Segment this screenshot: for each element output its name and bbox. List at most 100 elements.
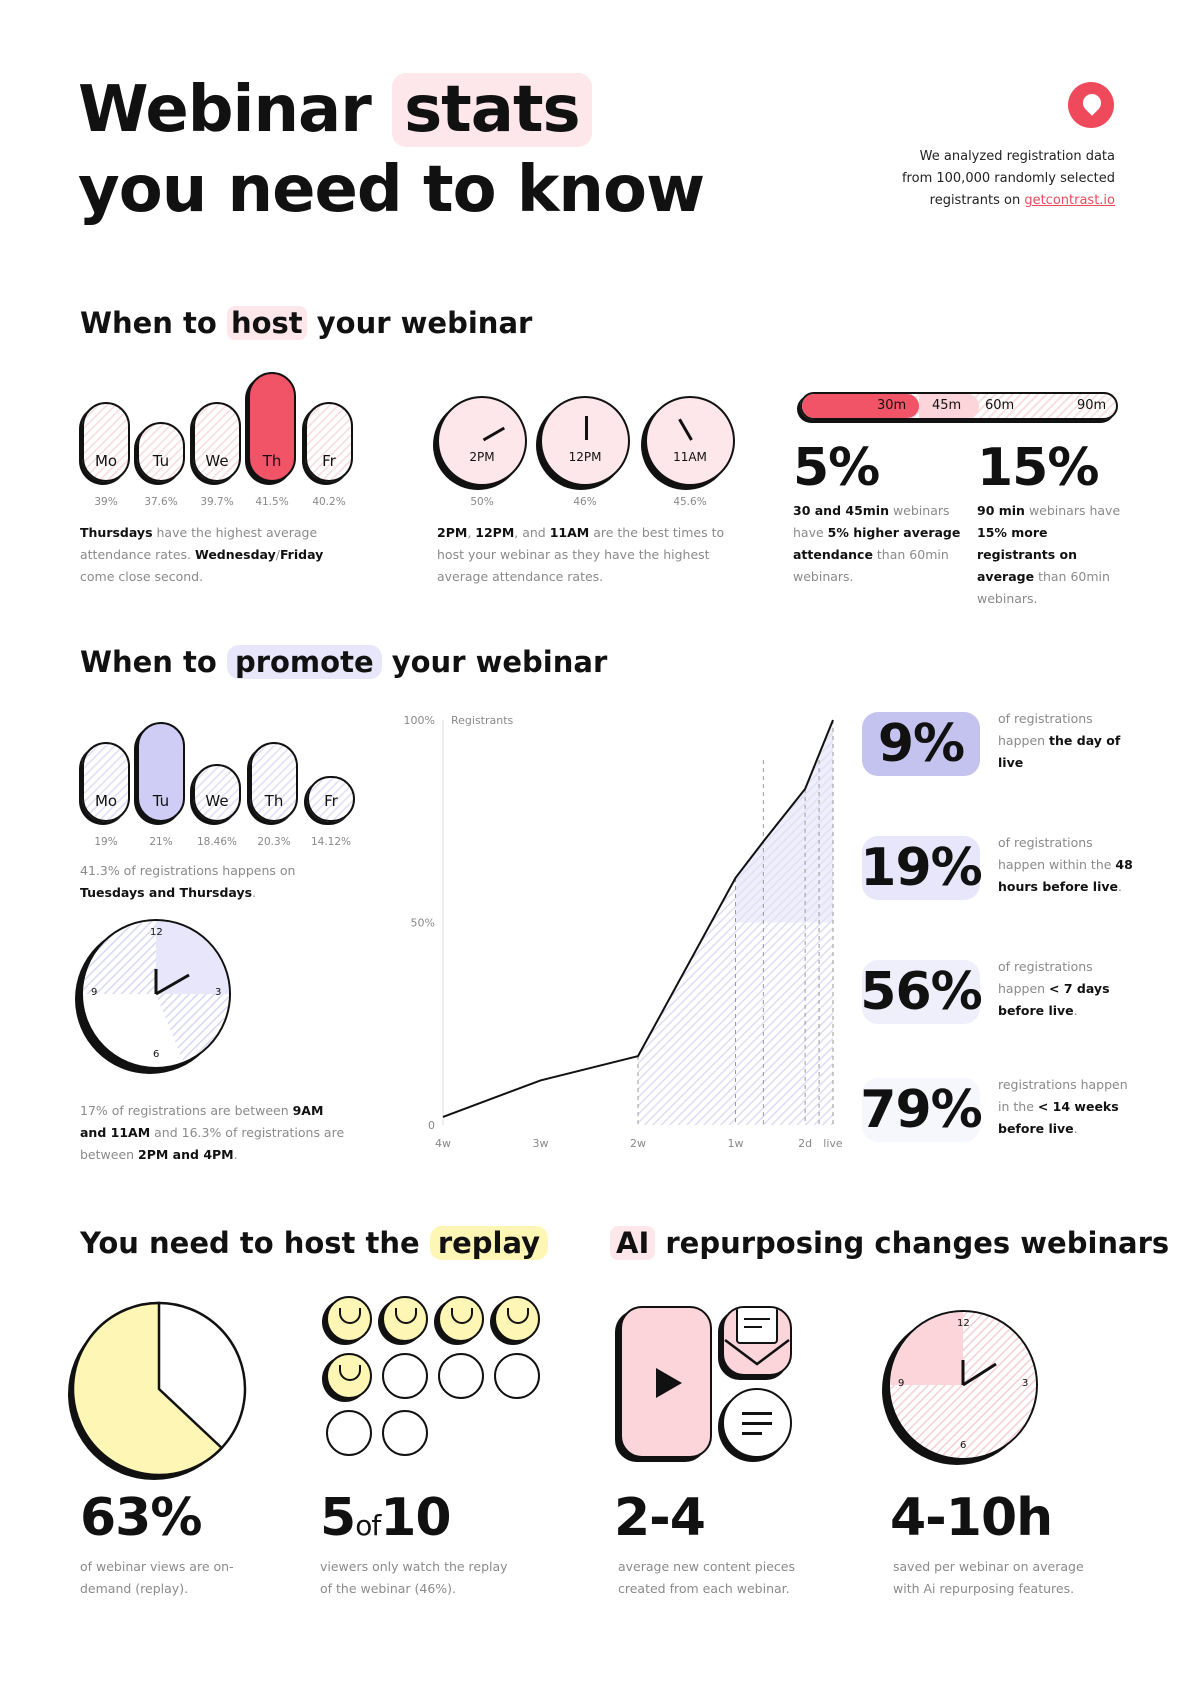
time-label: 12PM bbox=[568, 450, 602, 464]
day-label: Mo bbox=[94, 452, 118, 470]
logo-icon bbox=[1068, 82, 1114, 128]
host-day-pill-tu: Tu bbox=[137, 422, 185, 482]
clock-num-12: 12 bbox=[150, 927, 163, 938]
day-pct: 20.3% bbox=[257, 836, 291, 848]
clock-num-3: 3 bbox=[1022, 1378, 1029, 1389]
promote-stat-1: 9% bbox=[862, 712, 980, 776]
text-document-icon bbox=[722, 1388, 792, 1458]
ai-stat-1-text: average new content pieces created from … bbox=[618, 1559, 795, 1596]
host-day-pill-th: Th bbox=[248, 372, 296, 482]
promote-day-pill-fr: Fr bbox=[307, 776, 355, 822]
time-clock-2pm: 2PM bbox=[437, 396, 527, 486]
y-tick-label: 0 bbox=[428, 1119, 435, 1132]
promote-section-title: When to promote your webinar bbox=[80, 645, 608, 679]
promote-clock-text: 17% of registrations are between 9AM and… bbox=[80, 1103, 345, 1162]
empty-face-icon bbox=[494, 1353, 540, 1399]
day-label: Mo bbox=[94, 792, 118, 810]
registrations-line-chart: 4w 3w 2w 1w 2d live 0 50% 100% Registrants bbox=[404, 714, 843, 1150]
day-label: Fr bbox=[322, 452, 336, 470]
replay-pie-chart bbox=[68, 1301, 247, 1480]
promote-day-pill-tu: Tu bbox=[137, 722, 185, 822]
duration-stat-1-text: 30 and 45min webinars have 5% higher ave… bbox=[793, 503, 961, 584]
day-label: Fr bbox=[324, 792, 338, 810]
empty-face-icon bbox=[438, 1353, 484, 1399]
empty-face-icon bbox=[382, 1410, 428, 1456]
day-pct: 39.7% bbox=[200, 496, 234, 508]
page-title: Webinar stats you need to know bbox=[78, 70, 705, 230]
clock-num-6: 6 bbox=[153, 1049, 160, 1060]
duration-stat-1: 5% bbox=[793, 438, 880, 498]
promote-stat-1-text: of registrations happen the day of live bbox=[998, 711, 1121, 770]
clock-num-9: 9 bbox=[898, 1378, 905, 1389]
email-icon bbox=[722, 1306, 792, 1376]
x-tick-label: 4w bbox=[435, 1137, 451, 1150]
day-label: Tu bbox=[152, 792, 170, 810]
x-tick-label: live bbox=[823, 1137, 843, 1150]
host-times-text: 2PM, 12PM, and 11AM are the best times t… bbox=[437, 525, 725, 584]
smiley-face-icon bbox=[382, 1296, 428, 1342]
duration-60m: 60m bbox=[985, 398, 1015, 413]
time-pct: 45.6% bbox=[673, 496, 707, 508]
promote-day-pill-we: We bbox=[193, 764, 241, 822]
empty-face-icon bbox=[326, 1410, 372, 1456]
chart-area-highlight bbox=[735, 720, 833, 923]
host-day-pill-we: We bbox=[193, 402, 241, 482]
title-highlight: stats bbox=[392, 73, 592, 147]
host-day-pill-fr: Fr bbox=[305, 402, 353, 482]
ai-clock-icon: 12 3 6 9 bbox=[888, 1310, 1038, 1460]
duration-30m: 30m bbox=[877, 398, 907, 413]
promote-stat-4-text: registrations happen in the < 14 weeks b… bbox=[998, 1077, 1128, 1136]
ai-stat-2: 4-10h bbox=[890, 1488, 1053, 1548]
clock-hand bbox=[678, 418, 693, 441]
clock-num-6: 6 bbox=[960, 1440, 967, 1451]
clock-num-3: 3 bbox=[215, 987, 222, 998]
x-tick-label: 2d bbox=[798, 1137, 812, 1150]
time-label: 2PM bbox=[469, 450, 495, 464]
day-label: We bbox=[205, 792, 229, 810]
smiley-face-icon bbox=[494, 1296, 540, 1342]
intro-link[interactable]: getcontrast.io bbox=[1024, 193, 1115, 208]
clock-num-12: 12 bbox=[957, 1318, 970, 1329]
day-label: Th bbox=[264, 792, 284, 810]
day-pct: 40.2% bbox=[312, 496, 346, 508]
y-tick-label: 50% bbox=[411, 917, 435, 930]
smiley-face-icon bbox=[326, 1353, 372, 1399]
duration-stat-2-text: 90 min webinars have 15% more registrant… bbox=[977, 503, 1121, 606]
replay-stat-1: 63% bbox=[80, 1488, 202, 1548]
promote-stat-3-text: of registrations happen < 7 days before … bbox=[998, 959, 1110, 1018]
promote-clock-icon: 12 3 6 9 bbox=[81, 919, 231, 1069]
ai-stat-1: 2-4 bbox=[614, 1488, 706, 1548]
host-days-text: Thursdays have the highest average atten… bbox=[80, 525, 324, 584]
day-pct: 18.46% bbox=[196, 836, 238, 848]
x-tick-label: 3w bbox=[533, 1137, 549, 1150]
time-clock-11am: 11AM bbox=[645, 396, 735, 486]
day-label: Th bbox=[262, 452, 282, 470]
clock-num-9: 9 bbox=[91, 987, 98, 998]
promote-stat-2-text: of registrations happen within the 48 ho… bbox=[998, 835, 1133, 894]
day-pct: 39% bbox=[94, 496, 118, 508]
promote-stat-3: 56% bbox=[860, 960, 983, 1024]
promote-stat-2: 19% bbox=[860, 836, 983, 900]
replay-stat-2: 5of10 bbox=[320, 1488, 452, 1548]
day-label: Tu bbox=[152, 452, 170, 470]
day-label: We bbox=[205, 452, 229, 470]
time-clock-12pm: 12PM bbox=[540, 396, 630, 486]
duration-stat-2: 15% bbox=[977, 438, 1099, 498]
duration-45m: 45m bbox=[932, 398, 962, 413]
video-play-icon bbox=[620, 1306, 712, 1458]
day-pct: 21% bbox=[149, 836, 173, 848]
ai-stat-2-text: saved per webinar on average with Ai rep… bbox=[893, 1559, 1084, 1596]
time-label: 11AM bbox=[673, 450, 707, 464]
y-axis-label: Registrants bbox=[451, 714, 514, 727]
ai-section-title: AI repurposing changes webinars bbox=[610, 1224, 1169, 1262]
day-pct: 14.12% bbox=[310, 836, 352, 848]
promote-day-pill-th: Th bbox=[250, 742, 298, 822]
promote-day-pill-mo: Mo bbox=[82, 742, 130, 822]
x-tick-label: 2w bbox=[630, 1137, 646, 1150]
duration-bar: 30m 45m 60m 90m bbox=[800, 392, 1118, 420]
host-day-pill-mo: Mo bbox=[82, 402, 130, 482]
y-tick-label: 100% bbox=[404, 714, 435, 727]
time-pct: 50% bbox=[470, 496, 494, 508]
empty-face-icon bbox=[382, 1353, 428, 1399]
replay-stat-1-text: of webinar views are on-demand (replay). bbox=[80, 1559, 234, 1596]
